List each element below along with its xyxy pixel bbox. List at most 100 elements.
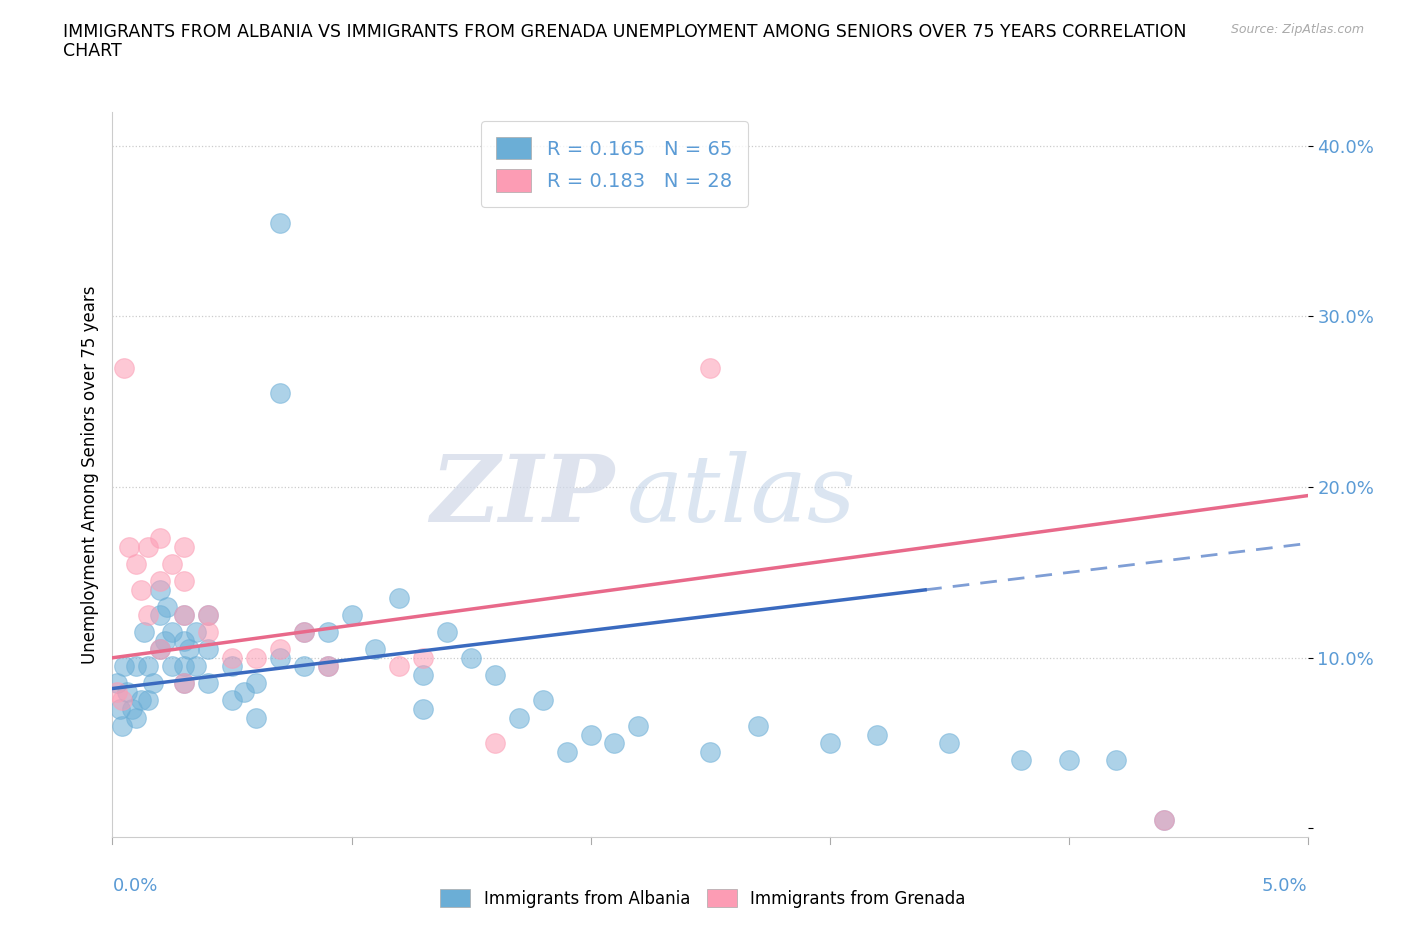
Point bbox=[531, 693, 554, 708]
Point bbox=[269, 650, 291, 665]
Point bbox=[138, 693, 160, 708]
Point bbox=[245, 711, 267, 725]
Point bbox=[292, 625, 315, 640]
Point bbox=[173, 633, 195, 648]
Point bbox=[149, 642, 172, 657]
Point bbox=[114, 360, 135, 375]
Point bbox=[108, 701, 131, 716]
Point bbox=[138, 607, 160, 622]
Point bbox=[186, 658, 208, 673]
Point bbox=[111, 693, 134, 708]
Point bbox=[412, 668, 434, 683]
Point bbox=[747, 719, 769, 734]
Point bbox=[699, 360, 721, 375]
Point bbox=[138, 658, 160, 673]
Point bbox=[627, 719, 650, 734]
Point bbox=[412, 701, 434, 716]
Point bbox=[121, 701, 143, 716]
Point bbox=[1153, 813, 1175, 828]
Point bbox=[105, 676, 128, 691]
Point bbox=[245, 676, 267, 691]
Point bbox=[197, 625, 219, 640]
Point bbox=[177, 642, 200, 657]
Point bbox=[149, 607, 172, 622]
Point bbox=[412, 650, 434, 665]
Point bbox=[197, 676, 219, 691]
Text: IMMIGRANTS FROM ALBANIA VS IMMIGRANTS FROM GRENADA UNEMPLOYMENT AMONG SENIORS OV: IMMIGRANTS FROM ALBANIA VS IMMIGRANTS FR… bbox=[63, 23, 1187, 41]
Point bbox=[173, 676, 195, 691]
Point bbox=[114, 658, 135, 673]
Point bbox=[388, 591, 411, 605]
Point bbox=[125, 711, 148, 725]
Legend: Immigrants from Albania, Immigrants from Grenada: Immigrants from Albania, Immigrants from… bbox=[434, 883, 972, 914]
Text: atlas: atlas bbox=[627, 451, 856, 541]
Point bbox=[699, 744, 721, 759]
Point bbox=[292, 625, 315, 640]
Point bbox=[197, 607, 219, 622]
Point bbox=[129, 582, 152, 597]
Point bbox=[269, 215, 291, 230]
Point bbox=[460, 650, 482, 665]
Point bbox=[316, 658, 339, 673]
Point bbox=[173, 607, 195, 622]
Point bbox=[1153, 813, 1175, 828]
Point bbox=[316, 625, 339, 640]
Point bbox=[129, 693, 152, 708]
Text: ZIP: ZIP bbox=[430, 451, 614, 541]
Point bbox=[173, 676, 195, 691]
Point bbox=[866, 727, 889, 742]
Point bbox=[111, 719, 134, 734]
Point bbox=[938, 736, 960, 751]
Point bbox=[162, 556, 183, 571]
Point bbox=[1105, 752, 1128, 767]
Point bbox=[603, 736, 626, 751]
Point bbox=[388, 658, 411, 673]
Text: 0.0%: 0.0% bbox=[112, 877, 157, 895]
Point bbox=[115, 684, 138, 699]
Point bbox=[156, 599, 179, 614]
Point bbox=[173, 574, 195, 589]
Point bbox=[153, 633, 176, 648]
Legend: R = 0.165   N = 65, R = 0.183   N = 28: R = 0.165 N = 65, R = 0.183 N = 28 bbox=[481, 121, 748, 207]
Point bbox=[245, 650, 267, 665]
Text: Source: ZipAtlas.com: Source: ZipAtlas.com bbox=[1230, 23, 1364, 36]
Point bbox=[221, 650, 243, 665]
Point bbox=[508, 711, 530, 725]
Point bbox=[292, 658, 315, 673]
Point bbox=[173, 658, 195, 673]
Point bbox=[149, 642, 172, 657]
Y-axis label: Unemployment Among Seniors over 75 years: Unemployment Among Seniors over 75 years bbox=[80, 286, 98, 663]
Point bbox=[233, 684, 256, 699]
Point bbox=[142, 676, 165, 691]
Point bbox=[149, 531, 172, 546]
Point bbox=[818, 736, 841, 751]
Point bbox=[162, 625, 183, 640]
Point bbox=[105, 684, 128, 699]
Point bbox=[340, 607, 363, 622]
Point bbox=[173, 607, 195, 622]
Point bbox=[221, 693, 243, 708]
Point bbox=[138, 539, 160, 554]
Point bbox=[186, 625, 208, 640]
Point bbox=[364, 642, 387, 657]
Point bbox=[125, 658, 148, 673]
Point bbox=[484, 736, 506, 751]
Point bbox=[149, 574, 172, 589]
Text: CHART: CHART bbox=[63, 42, 122, 60]
Point bbox=[269, 642, 291, 657]
Point bbox=[1010, 752, 1032, 767]
Point bbox=[162, 658, 183, 673]
Point bbox=[436, 625, 458, 640]
Point bbox=[197, 607, 219, 622]
Point bbox=[269, 386, 291, 401]
Point bbox=[118, 539, 141, 554]
Point bbox=[197, 642, 219, 657]
Point bbox=[1057, 752, 1080, 767]
Point bbox=[173, 539, 195, 554]
Point bbox=[132, 625, 155, 640]
Text: 5.0%: 5.0% bbox=[1263, 877, 1308, 895]
Point bbox=[316, 658, 339, 673]
Point bbox=[579, 727, 602, 742]
Point bbox=[125, 556, 148, 571]
Point bbox=[555, 744, 578, 759]
